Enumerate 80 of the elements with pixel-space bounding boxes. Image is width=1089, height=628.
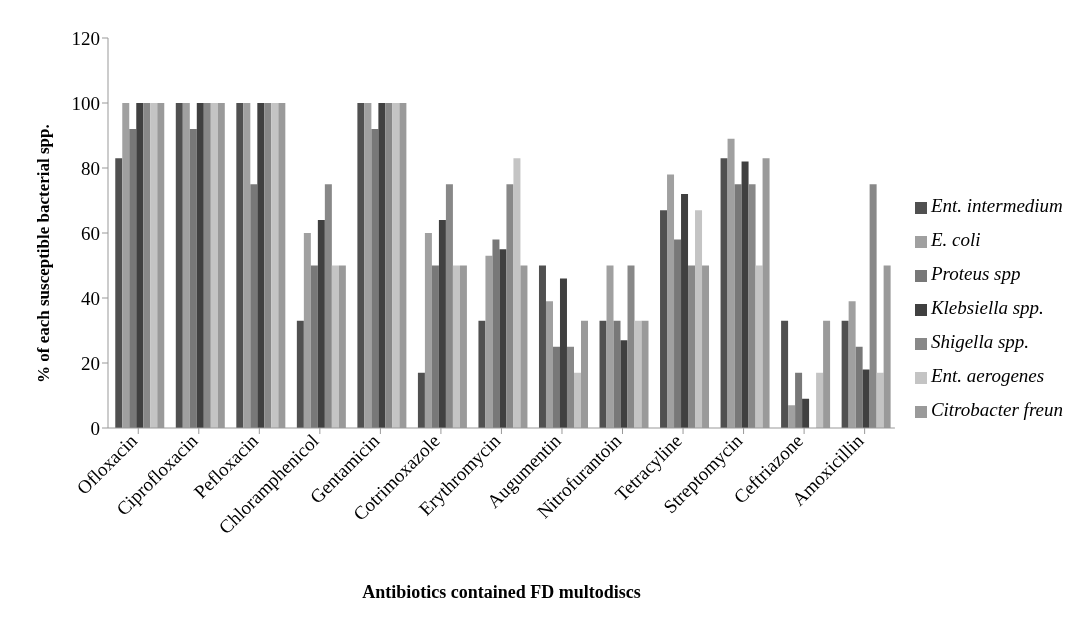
bar [499,249,507,428]
bar [371,129,379,428]
bar [599,320,607,428]
bar [741,161,749,428]
bar [634,320,642,428]
bar [392,103,400,428]
bar [755,265,763,428]
bar [552,346,560,428]
bar [869,184,877,428]
bar [378,103,386,428]
bar [452,265,460,428]
bar [236,103,244,428]
bar [196,103,204,428]
bar [324,184,332,428]
bar [357,103,365,428]
y-axis-title: % of each susceptible bacterial spp. [34,124,54,383]
bar [310,265,318,428]
y-tick-label: 40 [81,287,100,309]
legend-label: Ent. intermedium [930,195,1063,216]
bar [175,103,183,428]
y-tick-label: 100 [71,92,100,114]
bar [143,103,151,428]
y-tick-label: 120 [71,27,100,49]
bar [210,103,218,428]
bar [264,103,272,428]
bar [613,320,621,428]
legend-label: Shigella spp. [930,331,1030,352]
legend-label: Citrobacter freun [930,399,1063,420]
bar [478,320,486,428]
bar [695,210,703,428]
bar [296,320,304,428]
bar [674,239,682,428]
bar [431,265,439,428]
bar [855,346,863,428]
bar [781,320,789,428]
bar [862,369,870,428]
bar [566,346,574,428]
bar [129,129,137,428]
bar [257,103,265,428]
bar [513,158,521,428]
y-tick-label: 20 [81,352,100,374]
bar [795,372,803,428]
legend-label: Klebsiella spp. [930,297,1044,318]
bar [876,372,884,428]
bar [331,265,339,428]
y-tick-label: 0 [90,417,100,439]
bar [136,103,144,428]
bar [250,184,258,428]
bar [802,398,810,428]
bar [445,184,453,428]
bar [660,210,668,428]
bar [271,103,279,428]
legend-label: Ent. aerogenes [930,365,1045,386]
bar [538,265,546,428]
bar [317,220,325,428]
bar [492,239,500,428]
bar [720,158,728,428]
bar [620,340,628,428]
bar [438,220,446,428]
y-tick-label: 60 [81,222,100,244]
bar [150,103,158,428]
bar [203,103,211,428]
bar [627,265,635,428]
bar [506,184,514,428]
bar [681,194,689,428]
bar [559,278,567,428]
bar [688,265,696,428]
bar [841,320,849,428]
bar [734,184,742,428]
bar [189,129,197,428]
legend-label: Proteus spp [930,263,1021,284]
bar [115,158,123,428]
y-tick-label: 80 [81,157,100,179]
x-axis-title: Antibiotics contained FD multodiscs [362,582,641,602]
bar [417,372,425,428]
bar [385,103,393,428]
bar [748,184,756,428]
bar [816,372,824,428]
legend-label: E. coli [930,229,981,250]
bar [573,372,581,428]
